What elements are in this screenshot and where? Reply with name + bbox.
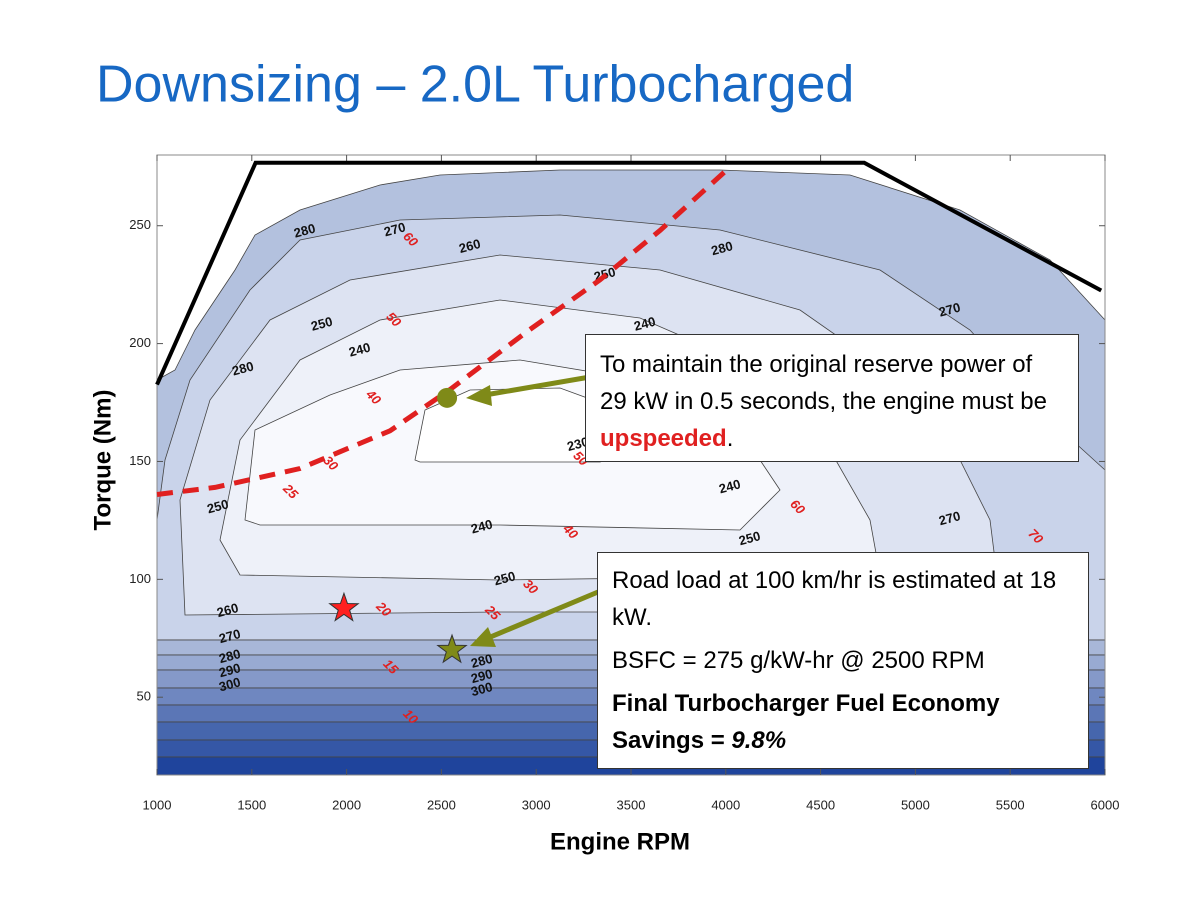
marker-star	[436, 633, 468, 664]
x-tick-label: 1000	[143, 797, 172, 812]
contour-label: 240	[347, 340, 372, 360]
contour-label: 250	[205, 496, 230, 516]
contour-label: 270	[382, 219, 407, 239]
plot: 1000 1500 2000 2500 3000 3500 4000 4500 5000 5500…	[129, 155, 1119, 812]
contour-label: 240	[632, 314, 657, 334]
contour-label: 280	[292, 221, 317, 241]
y-axis-label: Torque (Nm)	[89, 390, 116, 531]
slide-title: Downsizing – 2.0L Turbocharged	[96, 56, 854, 114]
x-tick-label: 4000	[711, 797, 740, 812]
contour-label: 280	[217, 646, 242, 666]
contour-label: 260	[457, 236, 482, 256]
contour-label: 280	[709, 238, 734, 258]
contour-label: 300	[217, 674, 242, 694]
contour-label: 300	[469, 679, 494, 699]
annotation-text: To maintain the original reserve power o…	[600, 351, 1047, 415]
annotation-text: Final Turbocharger Fuel Economy Savings …	[612, 690, 1000, 754]
x-tick-label: 5000	[901, 797, 930, 812]
contour-label: 250	[492, 568, 517, 588]
y-tick-label: 150	[129, 453, 151, 468]
x-tick-label: 4500	[806, 797, 835, 812]
contour-label: 240	[717, 476, 742, 496]
x-tick-label: 3000	[522, 797, 551, 812]
annotation-highlight: upspeeded	[600, 425, 727, 452]
annotation-text: Road load at 100 km/hr is estimated at 1…	[612, 567, 1057, 631]
contour-label: 280	[230, 358, 255, 378]
contour-label: 270	[937, 300, 962, 320]
contour-label: 290	[217, 660, 242, 680]
x-tick-label: 2000	[332, 797, 361, 812]
x-tick-label: 6000	[1091, 797, 1120, 812]
marker-dot	[437, 387, 458, 408]
line	[155, 160, 1103, 386]
y-tick-label: 50	[137, 689, 151, 704]
contour-label: 260	[215, 600, 240, 620]
contour-label: 250	[737, 528, 762, 548]
arrows	[466, 374, 599, 647]
annotation-text: BSFC = 275 g/kW-hr @ 2500 RPM	[612, 647, 985, 674]
annotation-road-load: Road load at 100 km/hr is estimated at 1…	[597, 552, 1089, 769]
x-tick-label: 2500	[427, 797, 456, 812]
x-tick-label: 1500	[237, 797, 266, 812]
contour-label: 280	[469, 651, 494, 671]
contour-label: 270	[937, 508, 962, 528]
contour-label: 230	[565, 434, 590, 454]
y-tick-label: 250	[129, 217, 151, 232]
x-tick-label: 5500	[996, 797, 1025, 812]
contour-label: 290	[469, 666, 494, 686]
contour-label: 270	[217, 626, 242, 646]
x-tick-label: 3500	[617, 797, 646, 812]
y-tick-label: 100	[129, 571, 151, 586]
annotation-reserve: To maintain the original reserve power o…	[585, 334, 1079, 462]
marker-star	[328, 591, 360, 622]
annotation-text: 9.8%	[731, 727, 787, 754]
y-tick-label: 200	[129, 335, 151, 350]
x-axis-label: Engine RPM	[550, 828, 690, 855]
contour-label: 250	[309, 314, 334, 334]
annotation-text: .	[726, 425, 734, 452]
contour-label: 240	[469, 516, 494, 536]
